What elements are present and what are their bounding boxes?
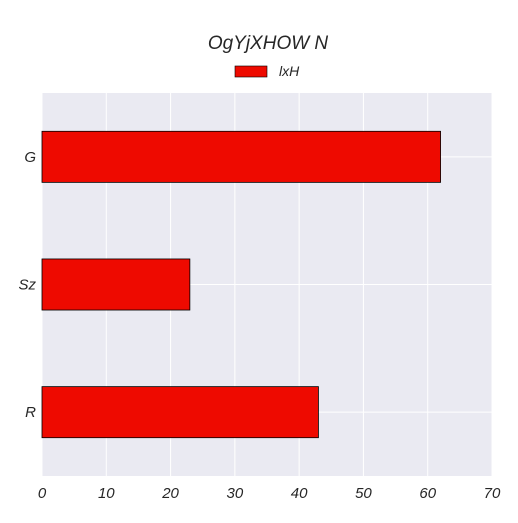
x-tick-label: 60 [419, 485, 436, 502]
legend-swatch [234, 65, 268, 78]
y-tick-label: Sz [18, 277, 36, 294]
y-axis: G Sz R [18, 149, 36, 421]
legend: lxH [234, 63, 300, 79]
chart-title: OgYjXHOW N [208, 33, 329, 54]
x-tick-label: 20 [161, 485, 179, 502]
x-tick-label: 50 [355, 485, 372, 502]
x-tick-label: 70 [484, 485, 501, 502]
bar-sz [41, 258, 191, 311]
bar-g [41, 130, 441, 183]
x-tick-label: 40 [291, 485, 308, 502]
x-tick-label: 10 [98, 485, 115, 502]
x-tick-label: 0 [38, 485, 47, 502]
y-tick-label: G [24, 149, 36, 166]
legend-label: lxH [279, 63, 300, 79]
y-tick-label: R [25, 404, 36, 421]
bars [41, 130, 441, 439]
x-tick-label: 30 [227, 485, 244, 502]
x-axis: 0 10 20 30 40 50 60 70 [38, 485, 501, 502]
bar-r [41, 386, 319, 439]
